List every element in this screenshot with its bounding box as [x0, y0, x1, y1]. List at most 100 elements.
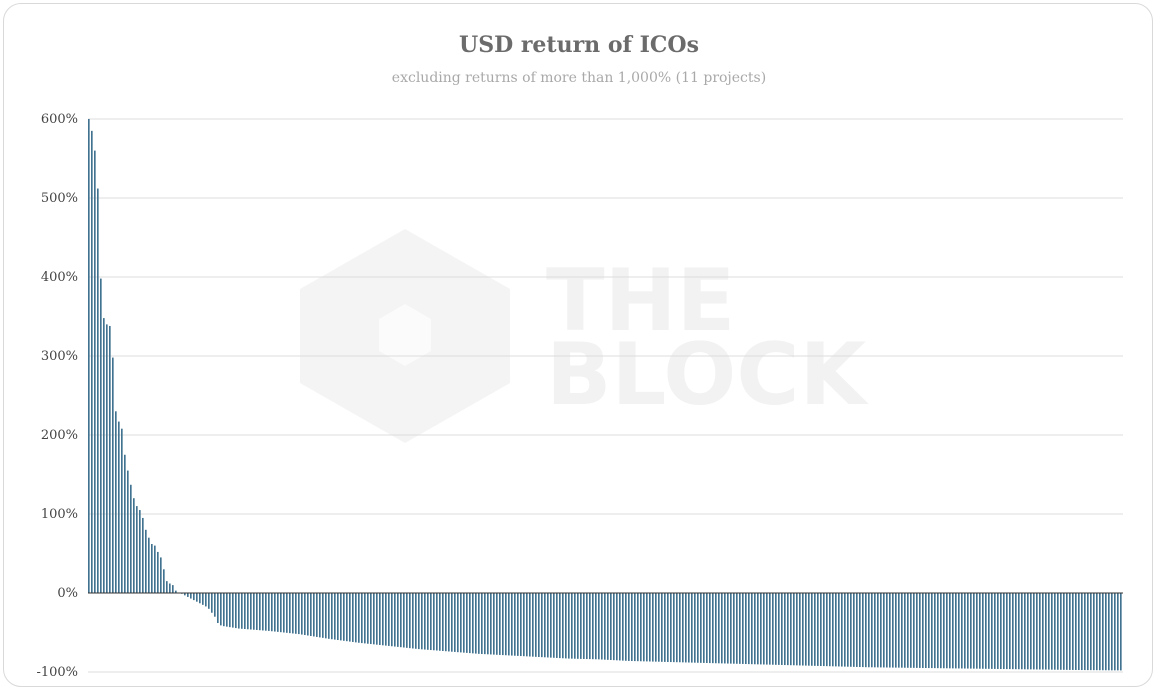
bar — [697, 593, 699, 663]
bar — [562, 593, 564, 659]
bar — [1060, 593, 1062, 670]
bar — [232, 593, 234, 628]
bar — [985, 593, 987, 669]
bar — [670, 593, 672, 663]
bar — [406, 593, 408, 648]
bar — [199, 593, 201, 604]
bar — [1087, 593, 1089, 671]
bar — [802, 593, 804, 666]
bar — [1018, 593, 1020, 670]
bar — [145, 529, 147, 593]
bar — [1045, 593, 1047, 670]
bar — [904, 593, 906, 668]
bar — [310, 593, 312, 636]
bar — [841, 593, 843, 667]
bar — [511, 593, 513, 656]
bar — [520, 593, 522, 657]
y-tick-label: 500% — [41, 191, 78, 206]
bar — [283, 593, 285, 633]
bar — [370, 593, 372, 645]
bar — [853, 593, 855, 667]
bar — [880, 593, 882, 668]
bar — [352, 593, 354, 642]
bar — [622, 593, 624, 661]
bar — [544, 593, 546, 658]
bar — [631, 593, 633, 662]
bar — [547, 593, 549, 658]
bar — [259, 593, 261, 631]
bar — [607, 593, 609, 660]
bar — [946, 593, 948, 669]
bar — [646, 593, 648, 662]
bar — [550, 593, 552, 658]
bar — [955, 593, 957, 669]
bar — [787, 593, 789, 666]
bar — [790, 593, 792, 666]
bar — [874, 593, 876, 668]
bar — [964, 593, 966, 669]
bar — [169, 583, 171, 593]
bar — [856, 593, 858, 667]
bar — [799, 593, 801, 666]
bar — [286, 593, 288, 633]
bar — [211, 593, 213, 613]
y-axis-ticks: 600% 500% 400% 300% 200% 100% 0% -100% — [36, 112, 78, 680]
bar — [769, 593, 771, 665]
bar — [805, 593, 807, 666]
bar — [673, 593, 675, 663]
bar — [526, 593, 528, 657]
y-tick-label: 200% — [41, 428, 78, 443]
bar — [388, 593, 390, 646]
bar — [1012, 593, 1014, 670]
bar — [688, 593, 690, 663]
bar — [535, 593, 537, 657]
bar — [925, 593, 927, 669]
bar — [538, 593, 540, 657]
bar — [901, 593, 903, 668]
bar — [1033, 593, 1035, 670]
bar — [877, 593, 879, 668]
bar — [193, 593, 195, 601]
bar — [664, 593, 666, 662]
bar — [493, 593, 495, 655]
watermark: THE BLOCK — [300, 229, 870, 443]
bar — [628, 593, 630, 661]
bar — [109, 325, 111, 593]
bar — [187, 593, 189, 597]
bar — [967, 593, 969, 669]
bar — [148, 537, 150, 593]
bar — [1000, 593, 1002, 669]
watermark-cube-inner — [379, 304, 431, 366]
bar — [595, 593, 597, 660]
bar — [1057, 593, 1059, 670]
bar — [250, 593, 252, 630]
bar — [343, 593, 345, 641]
bar — [574, 593, 576, 659]
bar — [418, 593, 420, 650]
bar — [262, 593, 264, 631]
bar — [970, 593, 972, 669]
bar — [127, 470, 129, 593]
bar — [829, 593, 831, 667]
bar — [736, 593, 738, 664]
bar — [565, 593, 567, 659]
bar — [640, 593, 642, 662]
bar — [334, 593, 336, 640]
bar — [1009, 593, 1011, 670]
bar — [613, 593, 615, 661]
bar — [271, 593, 273, 632]
bar — [691, 593, 693, 663]
bar — [619, 593, 621, 661]
bar — [568, 593, 570, 659]
bar — [331, 593, 333, 640]
bar — [205, 593, 207, 607]
bar — [253, 593, 255, 630]
y-tick-label: 100% — [41, 507, 78, 522]
bar — [817, 593, 819, 666]
bar — [832, 593, 834, 667]
bar — [139, 510, 141, 593]
bar — [157, 551, 159, 593]
bar — [658, 593, 660, 662]
bar — [208, 593, 210, 609]
bar — [112, 357, 114, 593]
